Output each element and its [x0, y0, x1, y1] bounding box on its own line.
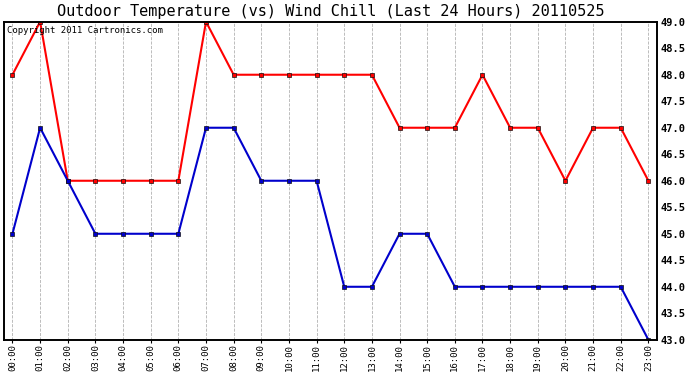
- Text: Copyright 2011 Cartronics.com: Copyright 2011 Cartronics.com: [8, 27, 164, 36]
- Title: Outdoor Temperature (vs) Wind Chill (Last 24 Hours) 20110525: Outdoor Temperature (vs) Wind Chill (Las…: [57, 4, 604, 19]
